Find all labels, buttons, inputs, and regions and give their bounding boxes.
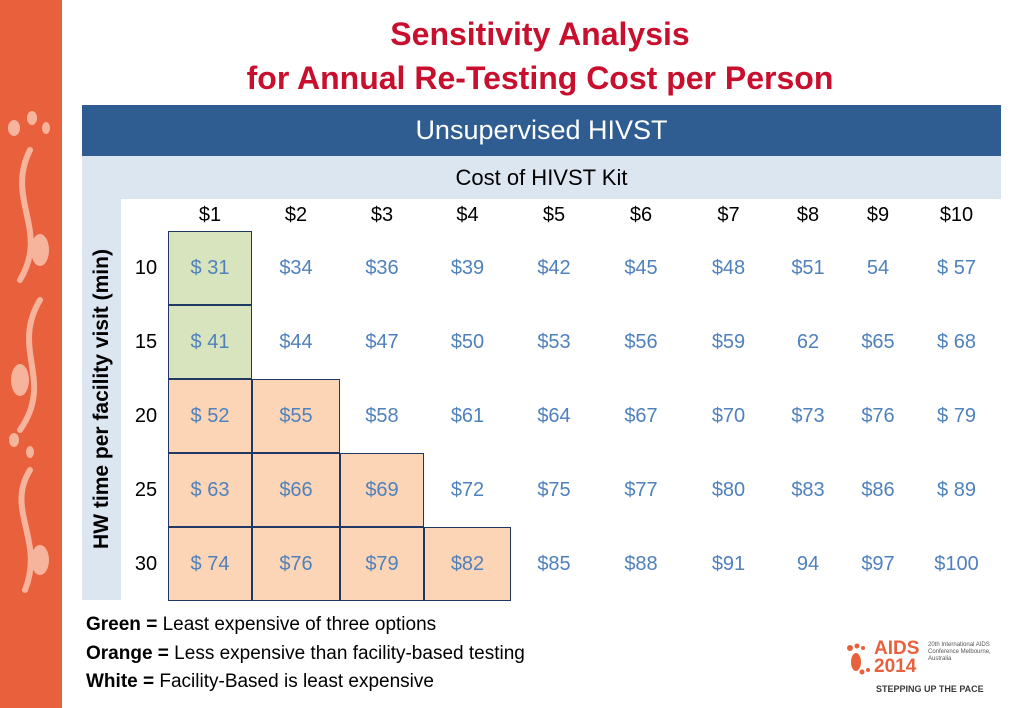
table-cell: $77 [624,478,658,501]
table-cell: $76 [252,527,340,601]
table-cell: $86 [861,478,895,501]
legend-text: Facility-Based is least expensive [154,671,434,692]
table-cell: $91 [711,552,746,575]
legend-key: White = [86,671,155,692]
sensitivity-table: Unsupervised HIVST Cost of HIVST Kit HW … [82,105,1001,601]
table-cell: $ 57 [937,256,976,279]
table-cell: $50 [450,330,485,353]
table-cell: $48 [711,256,746,279]
table-cell: $44 [279,330,313,353]
table-cell: 62 [796,330,820,353]
table-cell: $ 41 [168,305,252,379]
row-axis-label: HW time per facility visit (min) [90,249,113,549]
table-cell: 94 [796,552,820,575]
legend-white: White = Facility-Based is least expensiv… [86,669,434,695]
row-axis-label-bar: HW time per facility visit (min) [82,199,121,600]
row-header: 10 [134,256,158,279]
legend-key: Green = [86,614,158,635]
column-header: $9 [866,203,890,226]
table-cell: $ 79 [937,404,976,427]
logo-conference: 20th International AIDS Conference Melbo… [928,642,991,662]
slide-title: Sensitivity Analysis [390,16,690,52]
table-cell: $70 [711,404,746,427]
table-cell: $69 [340,453,424,527]
table-cell: $64 [537,404,571,427]
legend-green: Green = Least expensive of three options [86,612,436,638]
table-cell: $67 [624,404,658,427]
column-header: $5 [542,203,566,226]
footprints-pattern-icon [8,111,50,593]
table-cell: $85 [537,552,571,575]
table-header: Unsupervised HIVST [82,105,1001,156]
table-cell: $ 52 [168,379,252,453]
table-cell: $72 [450,478,485,501]
column-header: $10 [939,203,974,226]
table-cell: $59 [711,330,746,353]
slide-subtitle: for Annual Re-Testing Cost per Person [246,60,834,96]
column-header: $4 [456,203,479,226]
table-cell: $55 [252,379,340,453]
column-header: $6 [629,203,653,226]
table-cell: $34 [279,256,313,279]
table-cell: $80 [711,478,746,501]
decorative-sidebar [0,0,62,708]
table-cell: $58 [365,404,399,427]
table-cell: $82 [424,527,511,601]
table-cell: $66 [252,453,340,527]
table-cell: $47 [365,330,399,353]
table-cell: $ 63 [168,453,252,527]
table-cell: $75 [537,478,571,501]
table-cell: $97 [861,552,895,575]
aids-2014-logo: AIDS 2014 20th International AIDS Confere… [842,638,1002,696]
row-header: 15 [134,330,158,353]
table-cell: $ 68 [937,330,976,353]
legend-text: Less expensive than facility-based testi… [168,643,525,664]
table-cell: $53 [537,330,571,353]
logo-year: 2014 [874,656,917,677]
table-cell: $88 [624,552,658,575]
table-cell: $83 [791,478,825,501]
table-subheader: Cost of HIVST Kit [82,156,1001,199]
table-cell: 54 [866,256,890,279]
table-cell: $73 [791,404,825,427]
conference-logo-icon [847,643,870,675]
column-header: $7 [717,203,740,226]
table-cell: $42 [537,256,571,279]
row-header: 20 [134,404,158,427]
table-cell: $100 [934,552,979,575]
column-header: $8 [796,203,820,226]
column-header: $1 [198,203,222,226]
table-cell: $56 [624,330,658,353]
table-cell: $ 89 [937,478,976,501]
table-cell: $65 [861,330,895,353]
column-header: $2 [284,203,308,226]
row-header: 25 [134,478,158,501]
table-cell: $76 [861,404,895,427]
table-cell: $79 [340,527,424,601]
table-cell: $45 [624,256,658,279]
table-cell: $61 [450,404,485,427]
logo-tagline: STEPPING UP THE PACE [876,684,984,694]
logo-text: AIDS 2014 [874,638,920,677]
table-cell: $ 31 [168,231,252,305]
legend-key: Orange = [86,643,169,664]
logo-brand: AIDS [874,638,920,659]
table-cell: $ 74 [168,527,252,601]
table-cell: $39 [450,256,485,279]
table-cell: $36 [365,256,399,279]
row-header: 30 [134,552,158,575]
column-header: $3 [370,203,394,226]
legend-orange: Orange = Less expensive than facility-ba… [86,641,525,667]
legend-text: Least expensive of three options [157,614,437,635]
table-cell: $51 [791,256,825,279]
